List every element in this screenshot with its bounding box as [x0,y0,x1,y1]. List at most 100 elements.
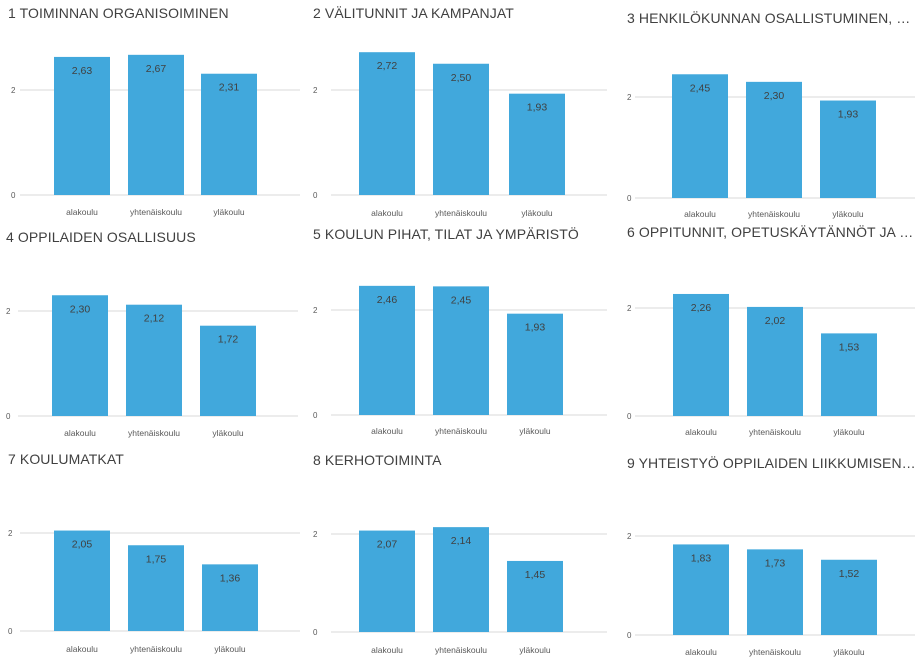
y-tick-label: 0 [313,628,318,637]
y-tick-label: 2 [313,306,318,315]
bar [433,527,489,632]
chart-svg: 2 0 2,46 alakoulu 2,45 yhtenäiskoulu 1,93 yläko… [313,285,607,436]
category-label: alakoulu [66,644,98,654]
category-label: yläkoulu [519,645,550,655]
category-label: yhtenäiskoulu [435,645,487,655]
bar [433,63,489,195]
category-label: yhtenäiskoulu [749,427,801,437]
bar [52,295,108,416]
bar [507,313,563,415]
bar [673,293,729,416]
bar [126,304,182,416]
chart-svg: 2 0 1,83 alakoulu 1,73 yhtenäiskoulu 1,52 yläko… [627,532,915,657]
y-tick-label: 0 [313,191,318,200]
category-label: yhtenäiskoulu [435,426,487,436]
data-label: 2,07 [377,539,398,551]
bar [359,52,415,196]
y-tick-label: 2 [627,93,632,102]
bar [201,73,257,195]
category-label: yläkoulu [521,208,552,218]
category-label: alakoulu [371,645,403,655]
bar [433,286,489,415]
data-label: 2,14 [451,535,472,547]
bar [128,54,184,196]
bar [54,56,110,195]
bar [821,559,877,635]
chart-panel-6: 6 OPPITUNNIT, OPETUSKÄYTÄNNÖT JA OPPI...… [627,224,917,439]
category-label: yhtenäiskoulu [130,207,182,217]
data-label: 1,53 [839,341,860,353]
data-label: 1,83 [691,552,712,564]
bar [821,333,877,416]
chart-panel-4: 4 OPPILAIDEN OSALLISUUS 2 0 2,30 alakoulu 2,… [6,229,306,444]
category-label: yläkoulu [833,647,864,657]
data-label: 2,26 [691,302,712,314]
chart-panel-9: 9 YHTEISTYÖ OPPILAIDEN LIIKKUMISEN EDI..… [627,455,917,670]
data-label: 2,67 [146,63,167,75]
chart-svg: 2 0 2,30 alakoulu 2,12 yhtenäiskoulu 1,72 yläko… [6,295,298,438]
category-label: yhtenäiskoulu [748,209,800,219]
data-label: 2,45 [451,294,472,306]
y-tick-label: 0 [627,631,632,640]
y-tick-label: 0 [313,411,318,420]
data-label: 1,45 [525,569,546,581]
bar [200,325,256,416]
chart-panel-3: 3 HENKILÖKUNNAN OSALLISTUMINEN, OSAA... … [627,10,917,225]
chart-svg: 2 0 2,07 alakoulu 2,14 yhtenäiskoulu 1,45 yläko… [313,527,607,655]
data-label: 2,45 [690,82,711,94]
bar [747,306,803,416]
category-label: yläkoulu [833,427,864,437]
category-label: yhtenäiskoulu [130,644,182,654]
y-tick-label: 2 [8,529,13,538]
chart-svg: 2 0 2,45 alakoulu 2,30 yhtenäiskoulu 1,93 yläko… [627,74,915,219]
data-label: 2,30 [764,90,785,102]
bar [507,560,563,632]
category-label: alakoulu [684,209,716,219]
category-label: yläkoulu [214,644,245,654]
y-tick-label: 2 [313,530,318,539]
category-label: yläkoulu [212,428,243,438]
data-label: 2,05 [72,539,93,551]
y-tick-label: 2 [627,304,632,313]
data-label: 2,46 [377,294,398,306]
y-tick-label: 2 [6,307,11,316]
bar [359,530,415,632]
bar [54,530,110,631]
data-label: 1,93 [527,102,548,114]
data-label: 1,93 [525,322,546,334]
chart-panel-2: 2 VÄLITUNNIT JA KAMPANJAT 2 0 2,72 alakoulu… [313,5,613,220]
category-label: yläkoulu [213,207,244,217]
data-label: 2,30 [70,303,91,315]
bar [202,564,258,631]
data-label: 2,02 [765,315,786,327]
y-tick-label: 0 [8,627,13,636]
data-label: 2,72 [377,60,398,72]
y-tick-label: 2 [11,86,16,95]
category-label: yhtenäiskoulu [435,208,487,218]
data-label: 2,63 [72,65,93,77]
y-tick-label: 0 [11,191,16,200]
bar [820,100,876,198]
y-tick-label: 0 [627,194,632,203]
bar [672,74,728,198]
chart-svg: 2 0 2,05 alakoulu 1,75 yhtenäiskoulu 1,36 yläko… [8,529,300,654]
data-label: 1,73 [765,557,786,569]
chart-panel-7: 7 KOULUMATKAT 2 0 2,05 alakoulu 1,75 yhtenäis… [8,451,308,666]
y-tick-label: 2 [627,532,632,541]
category-label: yläkoulu [519,426,550,436]
category-label: alakoulu [371,426,403,436]
category-label: yläkoulu [832,209,863,219]
y-tick-label: 2 [313,86,318,95]
bar [746,81,802,198]
category-label: alakoulu [64,428,96,438]
category-label: alakoulu [685,647,717,657]
category-label: alakoulu [66,207,98,217]
data-label: 1,75 [146,553,167,565]
data-label: 2,31 [219,82,240,94]
bar [673,544,729,635]
y-tick-label: 0 [6,412,11,421]
data-label: 2,12 [144,313,165,325]
chart-svg: 2 0 2,26 alakoulu 2,02 yhtenäiskoulu 1,53 yläko… [627,293,915,437]
data-label: 2,50 [451,72,472,84]
y-tick-label: 0 [627,412,632,421]
